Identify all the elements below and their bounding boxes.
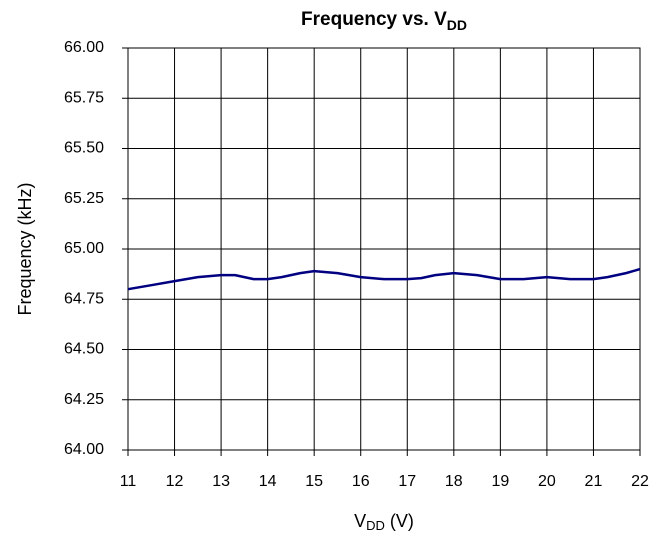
x-tick-label: 16 — [352, 473, 370, 490]
data-line — [127, 267, 641, 291]
y-tick-label: 66.00 — [64, 39, 104, 56]
x-tick-label: 22 — [631, 473, 649, 490]
x-tick-label: 15 — [305, 473, 323, 490]
x-label-unit: (V) — [385, 511, 414, 531]
x-axis-label: VDD (V) — [354, 511, 414, 534]
x-tick-label: 18 — [445, 473, 463, 490]
x-tick-label: 21 — [585, 473, 603, 490]
y-axis-label: Frequency (kHz) — [15, 182, 35, 315]
y-tick-label: 65.25 — [64, 190, 104, 207]
x-tick-label: 12 — [166, 473, 184, 490]
title-main: Frequency vs. V — [301, 9, 447, 30]
y-tick-label: 65.50 — [64, 140, 104, 157]
y-tick-label: 64.50 — [64, 341, 104, 358]
x-label-sub: DD — [366, 518, 385, 533]
x-tick-label: 11 — [120, 473, 137, 490]
y-tick-label: 65.00 — [64, 240, 104, 257]
x-label-main: V — [354, 511, 366, 531]
y-tick-label: 65.75 — [64, 89, 104, 106]
plot-frame — [127, 47, 641, 451]
x-tick-label: 17 — [398, 473, 416, 490]
x-tick-label: 20 — [538, 473, 556, 490]
x-tick-label: 14 — [259, 473, 277, 490]
chart-title: Frequency vs. VDD — [301, 9, 467, 33]
y-tick-label: 64.75 — [64, 290, 104, 307]
x-tick-label: 13 — [212, 473, 230, 490]
y-tick-label: 64.25 — [64, 391, 104, 408]
y-tick-label: 64.00 — [64, 441, 104, 458]
title-sub: DD — [447, 17, 467, 33]
x-tick-label: 19 — [491, 473, 509, 490]
